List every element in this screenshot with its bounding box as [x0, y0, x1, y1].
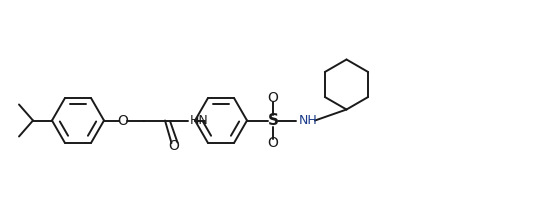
Text: O: O	[268, 91, 278, 105]
Text: O: O	[169, 140, 180, 153]
Text: O: O	[268, 136, 278, 150]
Text: O: O	[117, 114, 128, 128]
Text: HN: HN	[190, 114, 209, 127]
Text: S: S	[267, 113, 278, 128]
Text: NH: NH	[299, 114, 318, 127]
